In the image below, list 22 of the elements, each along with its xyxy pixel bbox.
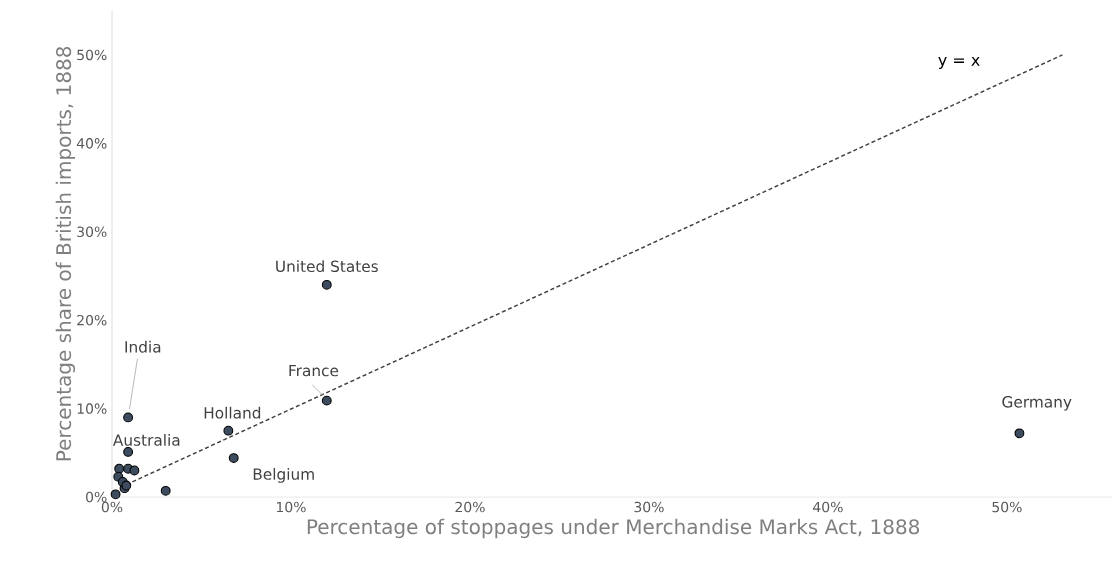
annotation: United States: [276, 260, 378, 273]
y-tick-label: 50%: [77, 49, 107, 61]
annotation: Holland: [204, 406, 261, 419]
y-tick-label: 0%: [86, 491, 107, 503]
series-label: y = x: [938, 56, 980, 69]
annotation: Belgium: [253, 468, 314, 483]
annotation: Germany: [1002, 396, 1072, 411]
x-tick-label: 30%: [634, 501, 664, 513]
y-tick-label: 10%: [77, 403, 107, 414]
x-tick-label: 10%: [276, 501, 306, 513]
y-axis-title: Percentage share of British imports, 1888: [55, 46, 76, 461]
annotation: Australia: [113, 433, 180, 446]
y-tick-label: 40%: [76, 138, 107, 149]
x-tick-label: 50%: [992, 501, 1022, 513]
x-tick-label: 0%: [101, 501, 123, 513]
y-tick-label: 20%: [77, 314, 107, 326]
x-axis-title: Percentage of stoppages under Merchandise Marks Act, 1888: [307, 518, 920, 539]
y-tick-label: 30%: [77, 226, 107, 238]
x-tick-label: 20%: [455, 501, 485, 513]
x-tick-label: 40%: [813, 501, 843, 513]
annotation: France: [289, 364, 339, 377]
annotation: India: [125, 340, 161, 353]
